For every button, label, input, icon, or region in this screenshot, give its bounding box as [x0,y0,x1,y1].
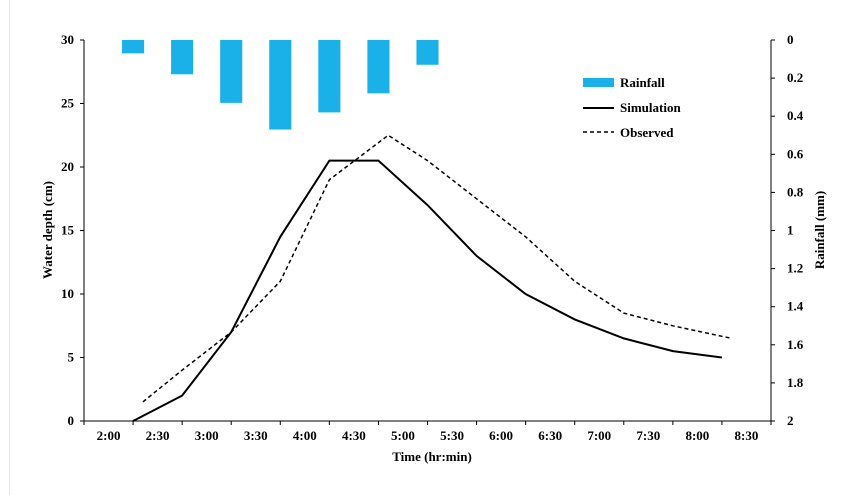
y2-tick-label: 2 [787,413,794,428]
legend-label-simulation: Simulation [620,100,681,115]
simulation-line [132,159,723,422]
x-tick-label: 5:00 [391,428,415,443]
legend: Rainfall Simulation Observed [583,75,681,140]
y2-tick-label: 1 [787,223,794,238]
legend-swatch-rainfall [583,78,614,87]
rainfall-bar [318,40,341,113]
rainfall-bar [416,40,439,65]
y-axis-title: Water depth (cm) [40,181,55,279]
rainfall-bar [269,40,292,130]
x-tick-label: 3:00 [195,428,219,443]
x-tick-label: 5:30 [440,428,464,443]
y-tick-label: 10 [61,286,74,301]
y2-tick-label: 0.6 [787,146,804,161]
y2-tick-label: 0.2 [787,70,803,85]
x-tick-label: 7:00 [587,428,611,443]
rainfall-bar [171,40,194,75]
y2-tick-label: 1.8 [787,375,804,390]
x-tick-label: 2:00 [97,428,121,443]
x-tick-label: 4:00 [293,428,317,443]
rainfall-bar [220,40,243,103]
rainfall-bar [122,40,145,54]
legend-label-observed: Observed [620,125,674,140]
x-tick-label: 8:30 [735,428,759,443]
y-tick-label: 30 [61,32,74,47]
observed-line [142,134,732,403]
x-tick-label: 6:00 [489,428,513,443]
left-frame-edge [9,0,10,495]
y-tick-label: 25 [61,96,75,111]
y2-tick-label: 1.2 [787,261,803,276]
rainfall-bar [367,40,390,94]
y-tick-label: 0 [68,413,75,428]
y-tick-label: 20 [61,159,74,174]
y2-axis-title: Rainfall (mm) [812,191,827,269]
x-axis-title: Time (hr:min) [392,449,472,464]
y-tick-label: 15 [61,223,75,238]
chart-axes: 0 5 10 15 20 25 30 0 0.2 0.4 0.6 0.8 1 1.2 1.4 1.6 1.8 2 2… [61,32,804,443]
series-lines [132,134,732,422]
x-tick-label: 3:30 [244,428,268,443]
y2-tick-label: 0.4 [787,108,804,123]
y2-tick-label: 0.8 [787,184,804,199]
y2-tick-label: 0 [787,32,794,47]
x-tick-label: 7:30 [636,428,660,443]
x-tick-label: 2:30 [146,428,170,443]
y-tick-label: 5 [68,350,75,365]
x-tick-label: 6:30 [538,428,562,443]
legend-label-rainfall: Rainfall [620,75,665,90]
y2-tick-label: 1.4 [787,299,804,314]
y2-tick-label: 1.6 [787,337,804,352]
rainfall-bars [122,40,439,130]
x-tick-label: 4:30 [342,428,366,443]
x-tick-label: 8:00 [685,428,709,443]
